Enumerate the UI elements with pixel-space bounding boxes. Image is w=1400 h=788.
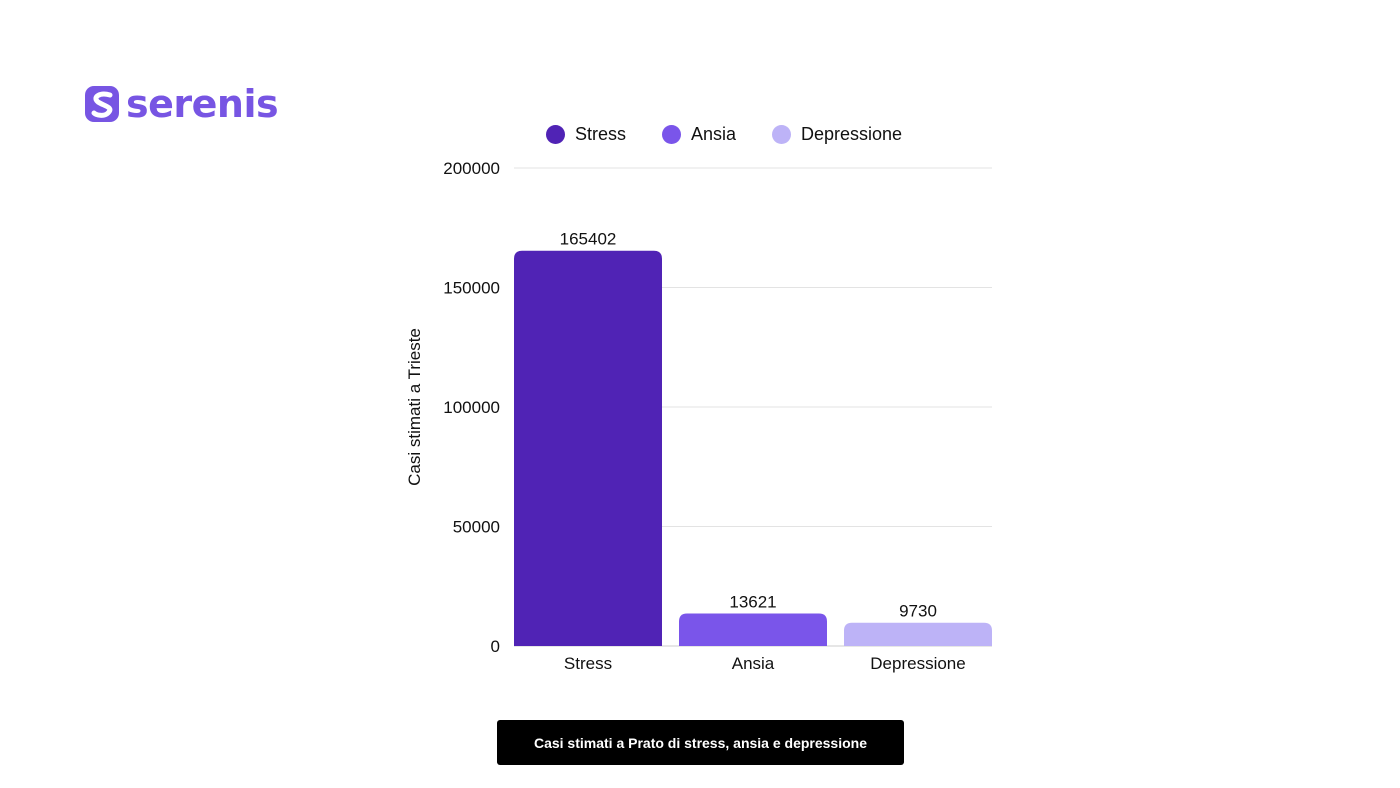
chart-legend: Stress Ansia Depressione xyxy=(0,121,1400,147)
chart-caption: Casi stimati a Prato di stress, ansia e … xyxy=(497,720,904,765)
bar-depressione xyxy=(844,622,992,646)
data-label: 13621 xyxy=(729,592,776,611)
x-tick-label: Ansia xyxy=(732,654,775,673)
legend-item-ansia: Ansia xyxy=(661,123,736,145)
y-tick-label: 50000 xyxy=(453,518,500,537)
bar-ansia xyxy=(679,613,827,646)
legend-swatch-ansia xyxy=(661,124,681,144)
brand-name: serenis xyxy=(126,82,279,126)
data-label: 165402 xyxy=(560,230,617,249)
y-tick-label: 150000 xyxy=(443,279,500,298)
legend-label-depressione: Depressione xyxy=(800,123,903,144)
legend-swatch-depressione xyxy=(771,124,791,144)
data-label: 9730 xyxy=(899,602,937,621)
x-tick-label: Stress xyxy=(564,654,612,673)
bar-stress xyxy=(514,250,662,647)
legend-label-stress: Stress xyxy=(574,123,626,144)
legend-label-ansia: Ansia xyxy=(690,123,736,144)
bar-chart: 0 50000 100000 150000 200000 Casi stimati a T… xyxy=(405,159,992,673)
y-tick-label: 0 xyxy=(491,637,500,656)
y-tick-label: 100000 xyxy=(443,398,500,417)
x-tick-label: Depressione xyxy=(870,654,965,673)
serenis-s-mark-icon xyxy=(85,86,119,122)
legend-item-stress: Stress xyxy=(545,123,626,145)
y-axis-label: Casi stimati a Trieste xyxy=(405,328,424,486)
y-tick-label: 200000 xyxy=(443,159,500,178)
legend-swatch-stress xyxy=(545,124,565,144)
brand-logo: serenis xyxy=(84,82,279,126)
legend-item-depressione: Depressione xyxy=(771,123,903,145)
